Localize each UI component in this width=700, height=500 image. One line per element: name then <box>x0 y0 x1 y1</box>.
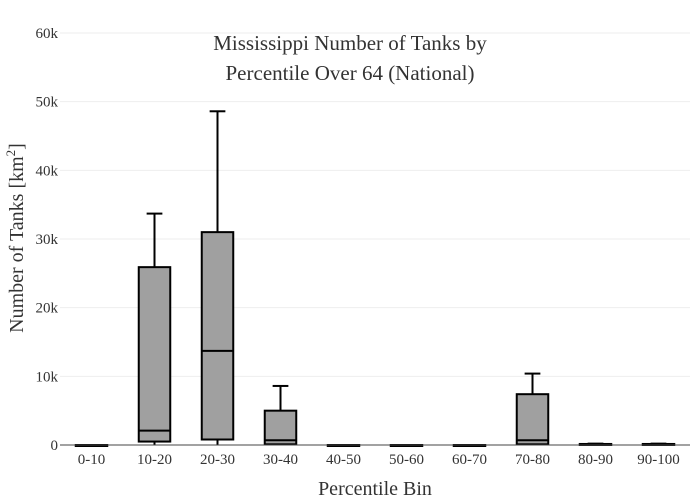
x-axis-title: Percentile Bin <box>318 478 432 500</box>
x-tick-label: 20-30 <box>200 452 235 468</box>
chart-title-line-2: Percentile Over 64 (National) <box>226 61 475 85</box>
x-tick-label: 0-10 <box>78 452 106 468</box>
x-tick-label: 30-40 <box>263 452 298 468</box>
x-tick-label: 90-100 <box>637 452 680 468</box>
box-iqr <box>137 266 172 443</box>
y-tick-label: 0 <box>51 438 59 454</box>
box-20-30 <box>200 110 235 445</box>
y-tick-label: 30k <box>36 232 59 248</box>
chart-title-line-1: Mississippi Number of Tanks by <box>213 31 487 55</box>
box-80-90 <box>578 442 613 446</box>
box-iqr <box>515 393 550 446</box>
box-30-40 <box>263 384 298 446</box>
y-axis-title-superscript: 2 <box>3 150 18 157</box>
x-tick-labels: 0-10 10-20 20-30 30-40 40-50 50-60 60-70 70-80 8… <box>78 452 680 468</box>
y-axis-title: Number of Tanks [km2] <box>3 143 28 333</box>
boxes <box>74 110 676 447</box>
box-10-20 <box>137 212 172 445</box>
y-axis-title-main: Number of Tanks [km <box>6 156 28 333</box>
x-tick-label: 10-20 <box>137 452 172 468</box>
box-iqr <box>200 231 235 441</box>
x-tick-label: 60-70 <box>452 452 487 468</box>
y-tick-label: 40k <box>36 163 59 179</box>
y-tick-label: 10k <box>36 369 59 385</box>
box-70-80 <box>515 372 550 446</box>
x-tick-label: 40-50 <box>326 452 361 468</box>
x-tick-label: 50-60 <box>389 452 424 468</box>
y-tick-labels: 0 10k 20k 30k 40k 50k 60k <box>36 26 59 454</box>
x-tick-label: 70-80 <box>515 452 550 468</box>
box-iqr <box>263 409 298 446</box>
y-tick-label: 50k <box>36 95 59 111</box>
y-tick-label: 20k <box>36 301 59 317</box>
x-tick-label: 80-90 <box>578 452 613 468</box>
y-axis-title-end: ] <box>6 143 28 150</box>
y-tick-label: 60k <box>36 26 59 42</box>
